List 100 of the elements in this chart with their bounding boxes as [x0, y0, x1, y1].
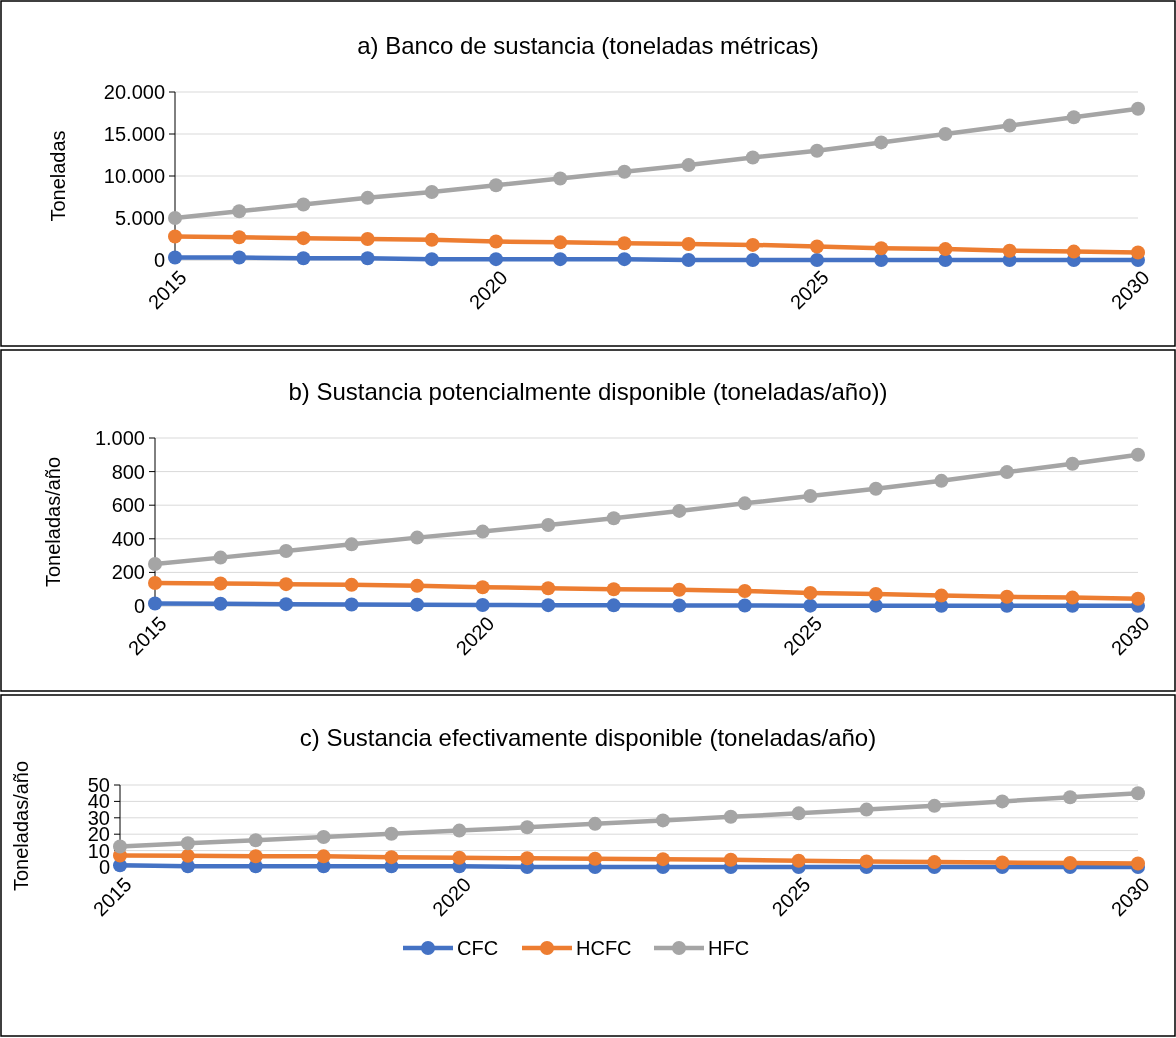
point [452, 850, 467, 865]
point [1131, 591, 1145, 606]
point [213, 576, 228, 591]
chart-title: b) Sustancia potencialmente disponible (toneladas/año)) [288, 378, 888, 405]
point [655, 852, 670, 867]
point [168, 229, 182, 244]
point [168, 211, 182, 225]
point [553, 235, 568, 250]
point [874, 135, 889, 150]
y-tick-label: 0 [133, 595, 145, 617]
point [1063, 856, 1078, 871]
point [1002, 118, 1017, 133]
point [934, 588, 949, 603]
y-tick-label: 0 [153, 249, 165, 271]
point [296, 231, 311, 246]
point [232, 230, 247, 245]
point [541, 581, 556, 596]
point [672, 582, 687, 597]
point [520, 820, 535, 835]
point [655, 813, 670, 828]
point [617, 164, 632, 179]
point [810, 143, 824, 158]
point [316, 829, 331, 844]
point [279, 544, 294, 559]
point [148, 557, 162, 571]
point [803, 598, 818, 613]
point [541, 518, 556, 533]
point [791, 853, 806, 868]
y-tick-label: 1.000 [94, 427, 145, 449]
point [791, 806, 806, 821]
point [868, 587, 883, 602]
point [617, 236, 632, 251]
point [489, 234, 503, 249]
point [475, 524, 490, 539]
y-tick-label: 200 [111, 561, 145, 584]
point [745, 237, 760, 252]
point [737, 598, 752, 613]
point [606, 511, 621, 526]
point [868, 481, 883, 496]
point [489, 252, 503, 267]
point [999, 589, 1014, 604]
point [410, 578, 425, 593]
point [1131, 786, 1145, 801]
y-axis-title: Toneladas/año [10, 760, 32, 892]
y-tick-label: 20.000 [103, 81, 165, 103]
point [296, 251, 311, 266]
point [344, 577, 359, 592]
point [424, 184, 439, 199]
y-tick-label: 600 [111, 494, 145, 517]
point [248, 849, 263, 864]
point [737, 584, 752, 599]
legend-label: HFC [708, 937, 750, 959]
point [520, 851, 535, 866]
point [588, 851, 603, 866]
y-tick-label: 10.000 [103, 165, 165, 187]
point [617, 252, 632, 267]
point [874, 241, 889, 256]
point [938, 242, 953, 257]
point [248, 833, 263, 848]
point [344, 597, 359, 612]
point [360, 190, 375, 205]
point [1065, 590, 1080, 605]
point [745, 253, 760, 267]
point [475, 580, 490, 595]
point [180, 848, 195, 863]
point [410, 597, 425, 612]
point [1131, 856, 1145, 871]
point [606, 582, 621, 597]
point [279, 597, 294, 612]
point [316, 849, 331, 864]
point [1063, 790, 1078, 805]
point [1002, 243, 1017, 258]
point [810, 253, 824, 267]
point [606, 598, 621, 613]
point [384, 826, 399, 841]
point [475, 597, 490, 612]
point [541, 598, 556, 613]
point [424, 252, 439, 267]
point [934, 473, 949, 488]
point [927, 798, 942, 813]
point [213, 596, 228, 611]
point [999, 465, 1014, 480]
point [384, 850, 399, 865]
point [1131, 447, 1145, 462]
point [180, 836, 195, 851]
point [232, 204, 247, 219]
point [1066, 110, 1081, 125]
point [723, 809, 738, 824]
point [360, 232, 375, 246]
chart-title: a) Banco de sustancia (toneladas métricas) [357, 32, 819, 59]
point [113, 839, 127, 854]
point [1131, 245, 1145, 260]
point [681, 237, 696, 252]
point [995, 855, 1010, 870]
y-tick-label: 15.000 [103, 123, 165, 145]
point [553, 252, 568, 267]
point [810, 239, 824, 254]
point [360, 251, 375, 266]
point [344, 537, 359, 552]
point [1066, 244, 1081, 259]
